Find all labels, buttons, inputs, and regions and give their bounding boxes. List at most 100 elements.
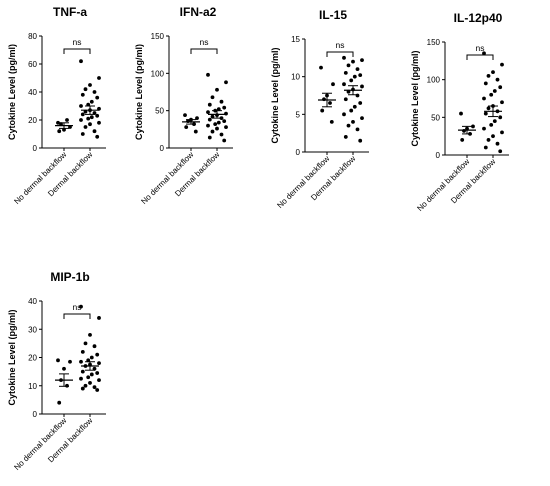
data-point: [219, 132, 224, 137]
data-point: [210, 129, 215, 134]
data-point: [89, 372, 94, 377]
data-point: [320, 108, 325, 113]
data-point: [216, 120, 221, 125]
data-point: [486, 74, 491, 78]
data-point: [57, 400, 62, 405]
y-tick-label: 40: [28, 88, 37, 97]
data-point: [184, 125, 189, 129]
data-point: [92, 344, 97, 349]
data-point: [89, 115, 94, 120]
data-point: [83, 341, 88, 346]
chart-title: IL-15: [319, 8, 347, 22]
data-point: [86, 375, 91, 380]
y-tick-label: 10: [291, 73, 300, 82]
data-point: [83, 383, 88, 388]
data-point: [79, 359, 83, 364]
data-point: [358, 101, 363, 105]
data-point: [482, 51, 486, 56]
data-point: [68, 359, 72, 364]
data-point: [482, 126, 486, 131]
data-point: [95, 371, 100, 375]
y-tick-label: 100: [427, 76, 441, 85]
data-point: [206, 123, 210, 128]
data-point: [56, 120, 60, 125]
data-point: [183, 113, 187, 118]
data-point: [342, 112, 346, 117]
data-point: [471, 124, 475, 129]
significance-bracket: [63, 48, 91, 54]
data-point: [328, 101, 332, 105]
data-point: [80, 112, 85, 117]
y-axis-label: Cytokine Level (pg/ml): [134, 44, 144, 140]
data-point: [92, 385, 97, 390]
data-point: [88, 83, 92, 87]
data-point: [342, 55, 346, 60]
significance-label: ns: [200, 37, 209, 47]
data-point: [352, 104, 357, 109]
data-point: [498, 85, 503, 90]
data-point: [358, 138, 363, 143]
x-tick-label: Dermal backflow: [309, 154, 357, 202]
data-point: [482, 96, 486, 101]
data-point: [97, 361, 101, 366]
data-point: [92, 129, 97, 134]
y-tick-label: 30: [28, 325, 37, 334]
data-point: [97, 378, 101, 382]
x-tick-label: Dermal backflow: [449, 157, 497, 205]
data-point: [500, 100, 504, 105]
data-point: [358, 73, 363, 78]
data-point: [95, 95, 100, 100]
significance-label: ns: [73, 302, 82, 312]
data-point: [342, 82, 346, 87]
data-point: [97, 120, 101, 125]
data-point: [498, 115, 503, 120]
data-point: [483, 145, 488, 150]
data-point: [86, 116, 91, 121]
significance-label: ns: [336, 40, 345, 50]
y-tick-label: 150: [427, 38, 441, 47]
data-point: [195, 116, 199, 121]
data-point: [498, 149, 503, 154]
data-point: [349, 108, 354, 113]
data-point: [224, 80, 228, 85]
chart-title: TNF-a: [53, 5, 87, 19]
data-point: [486, 106, 491, 111]
data-point: [222, 119, 227, 124]
data-point: [346, 63, 351, 68]
x-tick-label: Dermal backflow: [173, 150, 221, 198]
significance-label: ns: [73, 37, 82, 47]
data-point: [89, 355, 94, 360]
chart-title: IL-12p40: [454, 11, 503, 25]
y-tick-label: 0: [160, 144, 165, 153]
data-point: [349, 78, 354, 83]
y-tick-label: 20: [28, 116, 37, 125]
data-point: [97, 316, 101, 320]
data-point: [355, 93, 360, 98]
data-point: [206, 72, 210, 77]
y-tick-label: 0: [33, 144, 38, 153]
data-point: [360, 84, 364, 89]
significance-bracket: [326, 51, 354, 57]
data-point: [215, 126, 219, 131]
data-point: [351, 119, 355, 124]
data-point: [79, 118, 83, 122]
data-point: [483, 81, 488, 86]
data-point: [495, 77, 500, 82]
significance-bracket: [190, 48, 218, 54]
y-tick-label: 150: [151, 32, 165, 41]
data-point: [343, 97, 348, 102]
x-tick-label: Dermal backflow: [46, 416, 94, 464]
data-point: [343, 135, 348, 139]
significance-bracket: [466, 54, 494, 60]
data-point: [65, 118, 69, 122]
significance-label: ns: [476, 43, 485, 53]
data-point: [489, 122, 494, 127]
data-point: [459, 111, 463, 116]
data-point: [92, 90, 97, 94]
y-tick-label: 60: [28, 60, 37, 69]
y-tick-label: 0: [33, 410, 38, 419]
data-point: [65, 383, 69, 388]
data-point: [79, 376, 83, 381]
data-point: [97, 76, 101, 80]
